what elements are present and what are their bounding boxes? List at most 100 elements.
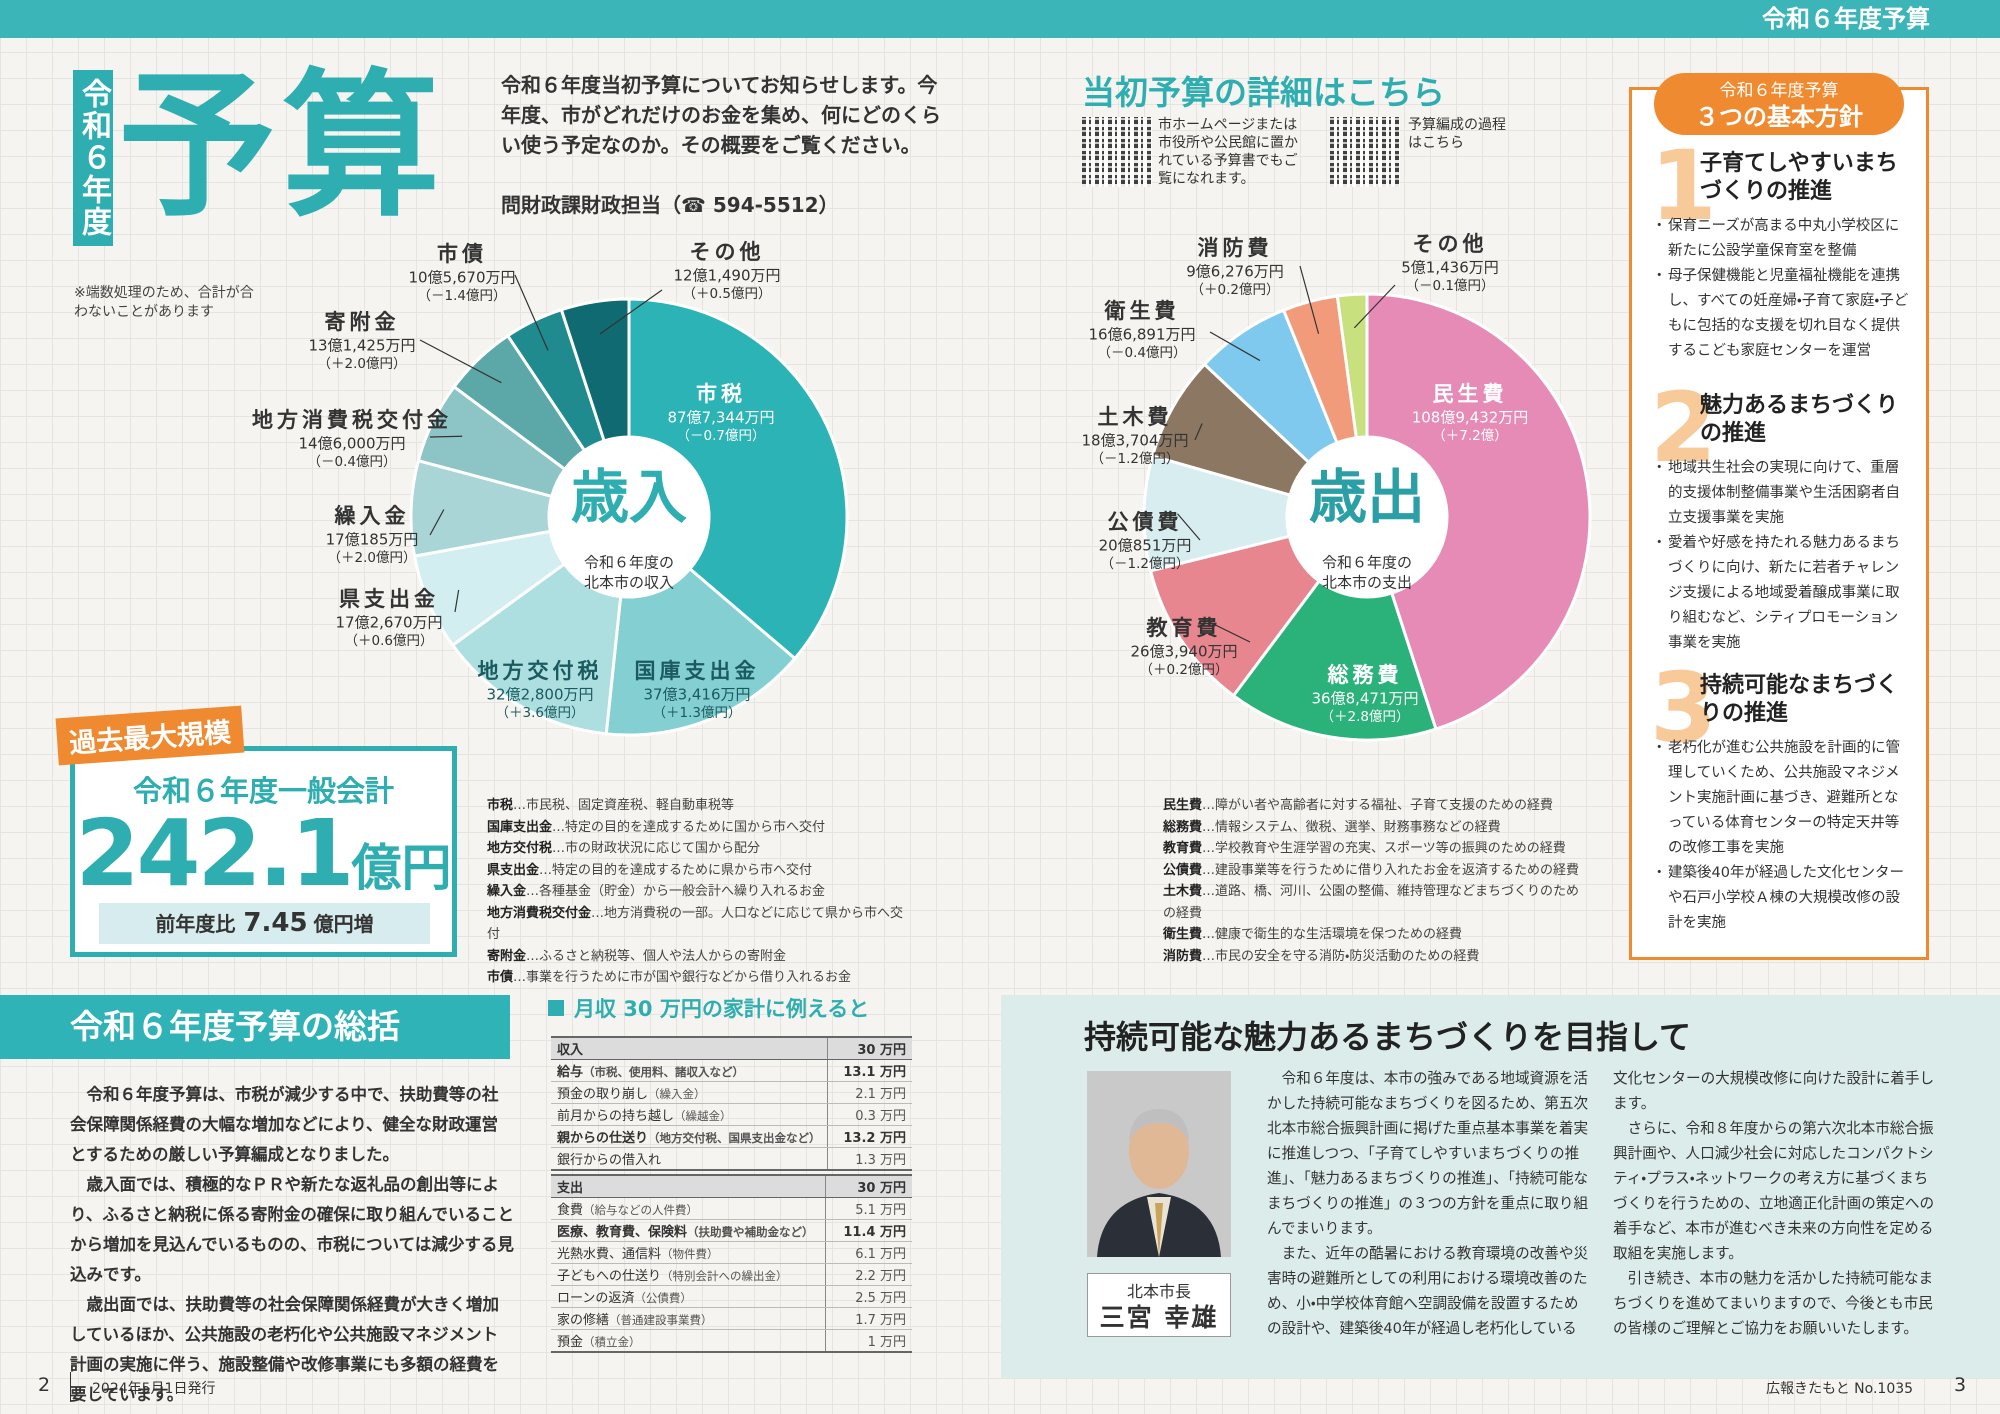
total-number: 242.1 <box>75 800 354 907</box>
glossary-desc: …健康で衛生的な生活環境を保つための経費 <box>1202 927 1463 942</box>
table-row: 医療、教育費、保険料（扶助費や補助金など） 11.4 万円 <box>551 1219 912 1242</box>
slice-change: （＋0.5億円） <box>683 286 772 302</box>
slice-value: 18億3,704万円 <box>1081 432 1188 450</box>
slice-change: （－0.7億円） <box>677 428 766 444</box>
leader-line <box>454 589 460 613</box>
slice-name: 県支出金 <box>339 587 439 611</box>
slice-name: 公債費 <box>1108 510 1183 534</box>
item-note: （繰入金） <box>648 1087 706 1101</box>
slice-value: 12億1,490万円 <box>673 267 780 285</box>
center-title: 歳入 <box>571 463 687 531</box>
glossary-row: 繰入金…各種基金（貯金）から一般会計へ繰り入れるお金 <box>487 881 907 903</box>
slice-change: （＋2.0億円） <box>328 550 417 566</box>
message-body: 令和６年度は、本市の強みである地域資源を活かした持続可能なまちづくりを図るため、… <box>1267 1066 1935 1366</box>
glossary-term: 繰入金 <box>487 884 527 899</box>
photo-tie <box>1155 1203 1163 1257</box>
slice-name: 土木費 <box>1098 405 1173 429</box>
glossary-row: 公債費…建設事業等を行うために借り入れたお金を返済するための経費 <box>1163 860 1583 882</box>
slice-value: 32億2,800万円 <box>486 686 593 704</box>
message-paragraph: さらに、令和８年度からの第六次北本市総合振興計画や、人口減少社会に対応したコンパ… <box>1613 1120 1935 1262</box>
glossary-row: 市税…市民税、固定資産税、軽自動車税等 <box>487 795 907 817</box>
amount-cell: 2.1 万円 <box>826 1081 912 1104</box>
item-name: 光熱水費、通信料 <box>557 1247 662 1262</box>
glossary-desc: …市民の安全を守る消防・防災活動のための経費 <box>1202 948 1480 964</box>
glossary-row: 地方交付税…市の財政状況に応じて国から配分 <box>487 838 907 860</box>
item-note: （繰越金） <box>674 1109 732 1123</box>
item-cell: 医療、教育費、保険料（扶助費や補助金など） <box>551 1219 826 1242</box>
compare-value: 7.45 <box>243 908 308 938</box>
slice-value: 26億3,940万円 <box>1130 643 1237 661</box>
slice-change: （－0.4億円） <box>1098 345 1187 361</box>
table-row: 給与（市税、使用料、諸収入など） 13.1 万円 <box>551 1059 912 1082</box>
policy-bullet: 建築後40年が経過した文化センターや石戸小学校Ａ棟の大規模改修の設計を実施 <box>1652 861 1912 936</box>
slice-name: 消防費 <box>1198 236 1273 260</box>
table-row: 親からの仕送り（地方交付税、国県支出金など） 13.2 万円 <box>551 1125 912 1148</box>
glossary-term: 市税 <box>487 798 514 813</box>
center-line: 令和６年度の <box>1322 554 1412 572</box>
detail-title: 当初予算の詳細はこちら <box>1082 73 1445 112</box>
policy-bullets: 保育ニーズが高まる中丸小学校区に新たに公設学童保育室を整備母子保健機能と児童福祉… <box>1652 214 1912 364</box>
table-row: 食費（給与などの人件費） 5.1 万円 <box>551 1197 912 1220</box>
slice-name: 市債 <box>437 242 487 266</box>
household-title-wrap: 月収 30 万円の家計に例えると <box>548 993 869 1023</box>
item-note: （地方交付税、国県支出金など） <box>648 1131 821 1145</box>
item-cell: 給与（市税、使用料、諸収入など） <box>551 1059 828 1082</box>
amount-cell: 6.1 万円 <box>825 1241 912 1264</box>
slice-name: 地方消費税交付金 <box>252 408 452 432</box>
item-note: （公債費） <box>634 1291 692 1305</box>
item-note: （市税、使用料、諸収入など） <box>583 1065 745 1079</box>
table-row: 預金（積立金） 1 万円 <box>551 1329 912 1353</box>
glossary-term: 市債 <box>487 970 514 985</box>
amount-cell: 5.1 万円 <box>825 1197 912 1220</box>
summary-paragraph: 令和６年度予算は、市税が減少する中で、扶助費等の社会保障関係経費の大幅な増加など… <box>70 1085 499 1164</box>
item-name: 給与 <box>557 1065 584 1080</box>
item-cell: 食費（給与などの人件費） <box>551 1197 826 1220</box>
compare-unit: 億円増 <box>313 912 374 936</box>
item-cell: 親からの仕送り（地方交付税、国県支出金など） <box>551 1125 828 1148</box>
message-paragraph: 令和６年度は、本市の強みである地域資源を活かした持続可能なまちづくりを図るため、… <box>1267 1070 1589 1237</box>
leader-line <box>599 289 663 335</box>
item-name: 預金の取り崩し <box>557 1087 649 1102</box>
pie-slice <box>450 561 623 736</box>
qr-text: 予算編成の過程はこちら <box>1408 117 1506 151</box>
item-cell: 預金（積立金） <box>551 1329 826 1353</box>
slice-name: 教育費 <box>1146 616 1222 640</box>
glossary-term: 総務費 <box>1163 819 1203 835</box>
slice-value: 17億185万円 <box>326 531 419 549</box>
glossary-desc: …特定の目的を達成するために国から市へ交付 <box>552 819 826 835</box>
header-bar <box>0 0 2000 38</box>
item-note: （扶助費や補助金など） <box>687 1225 814 1239</box>
item-note: （積立金） <box>583 1335 641 1349</box>
table-header: 支出 30 万円 <box>551 1174 912 1198</box>
item-name: 銀行からの借入れ <box>557 1153 662 1168</box>
slice-value: 108億9,432万円 <box>1412 409 1529 427</box>
glossary-desc: …地方消費税の一部。人口などに応じて県から市へ交付 <box>487 905 904 943</box>
slice-value: 14億6,000万円 <box>298 435 405 453</box>
item-name: ローンの返済 <box>557 1291 635 1306</box>
center-line: 令和６年度の <box>584 554 674 572</box>
summary-title-bar <box>0 995 510 1059</box>
policy-bullets: 老朽化が進む公共施設を計画的に管理していくため、公共施設マネジメント実施計画に基… <box>1652 736 1912 936</box>
item-name: 預金 <box>557 1335 584 1350</box>
mayor-role: 北本市長 <box>1126 1282 1191 1301</box>
policy-bullet: 地域共生社会の実現に向けて、重層的支援体制整備事業や生活困窮者自立支援事業を実施 <box>1652 456 1912 531</box>
table-row: 子どもへの仕送り（特別会計への繰出金） 2.2 万円 <box>551 1263 912 1286</box>
slice-name: 総務費 <box>1327 663 1403 687</box>
policy-title: ３つの基本方針 <box>1695 103 1863 131</box>
slice-name: 国庫支出金 <box>635 659 760 683</box>
table-row: 銀行からの借入れ 1.3 万円 <box>551 1147 912 1171</box>
glossary-row: 民生費…障がい者や高齢者に対する福祉、子育て支援のための経費 <box>1163 795 1583 817</box>
table-row: ローンの返済（公債費） 2.5 万円 <box>551 1285 912 1308</box>
glossary-term: 教育費 <box>1163 841 1203 856</box>
slice-change: （－1.4億円） <box>418 288 507 304</box>
policy-title: 子育てしやすいまちづくりの推進 <box>1700 151 1898 204</box>
slice-value: 13億1,425万円 <box>308 337 415 355</box>
glossary: 民生費…障がい者や高齢者に対する福祉、子育て支援のための経費 総務費…情報システム… <box>1163 795 1583 967</box>
household-table: 収入 30 万円 給与（市税、使用料、諸収入など） 13.1 万円 預金の取り崩し（繰入… <box>551 1036 912 1171</box>
amount-cell: 1 万円 <box>825 1329 912 1353</box>
summary-paragraph: 歳入面では、積極的なＰＲや新たな返礼品の創出等により、ふるさと納税に係る寄附金の… <box>70 1175 515 1284</box>
center-title: 歳出 <box>1309 463 1425 531</box>
item-name: 親からの仕送り <box>557 1131 649 1146</box>
intro-contact: 問財政課財政担当（☎ 594-5512） <box>501 193 839 217</box>
